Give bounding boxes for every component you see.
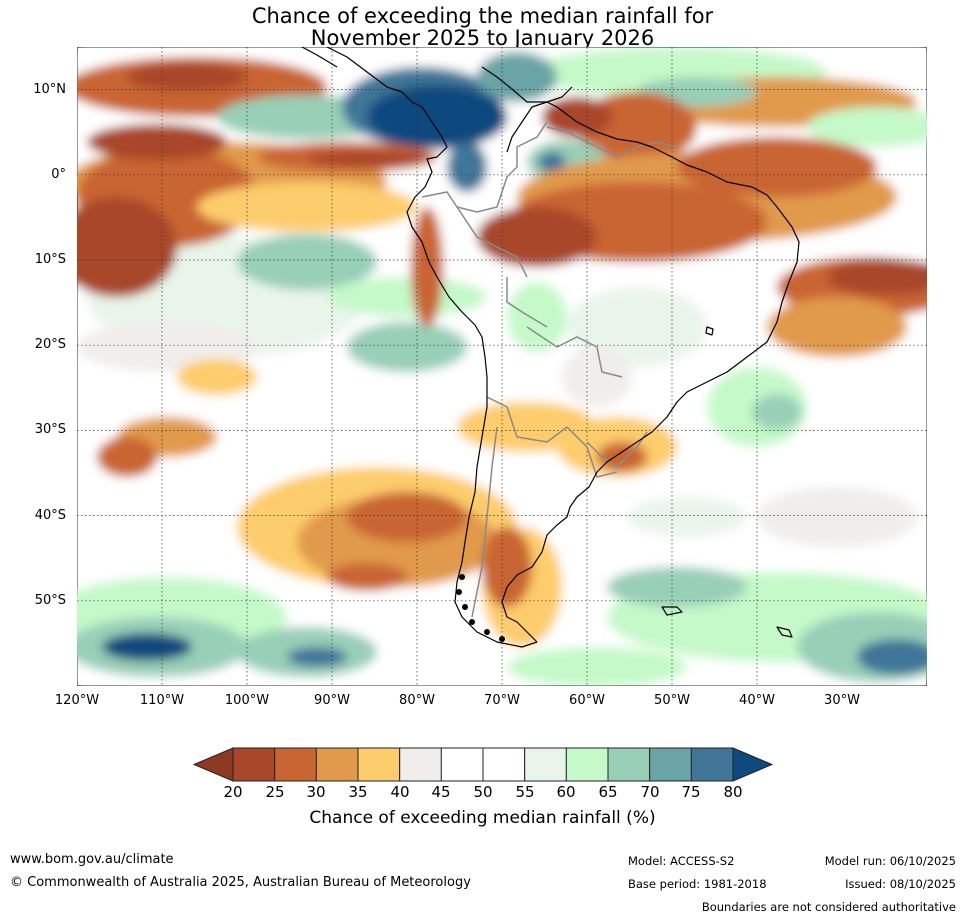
lon-label-120w: 120°W — [54, 693, 100, 708]
lat-label-10s: 10°S — [34, 252, 66, 267]
lat-label-20s: 20°S — [34, 337, 66, 352]
legend-tick-55: 55 — [515, 783, 535, 801]
footer-disclaimer: Boundaries are not considered authoritat… — [701, 900, 956, 914]
legend-bin-25-30 — [274, 747, 317, 782]
legend-tick-65: 65 — [598, 783, 618, 801]
legend-tick-25: 25 — [265, 783, 285, 801]
legend-tick-70: 70 — [640, 783, 660, 801]
legend-title: Chance of exceeding median rainfall (%) — [309, 808, 656, 828]
legend-bin-60-65 — [565, 747, 609, 782]
lon-label-70w: 70°W — [484, 693, 520, 708]
country-boundaries — [421, 121, 678, 618]
legend-tick-75: 75 — [681, 783, 701, 801]
footer-url: www.bom.gov.au/climate — [10, 852, 174, 867]
legend-bin-65-70 — [607, 747, 651, 782]
lat-label-10n: 10°N — [33, 82, 66, 97]
legend-tick-45: 45 — [431, 783, 451, 801]
lat-label-50s: 50°S — [34, 593, 66, 608]
legend-bin-45-50 — [440, 747, 484, 782]
lon-label-100w: 100°W — [224, 693, 270, 708]
legend-under-arrow — [192, 747, 234, 782]
legend-tick-50: 50 — [473, 783, 493, 801]
lat-label-40s: 40°S — [34, 508, 66, 523]
lon-label-90w: 90°W — [314, 693, 350, 708]
footer-model-run: Model run: 06/10/2025 — [824, 854, 956, 868]
footer-copyright: © Commonwealth of Australia 2025, Austra… — [10, 875, 471, 890]
legend-bin-55-60 — [524, 747, 567, 782]
legend-tick-60: 60 — [556, 783, 576, 801]
lat-label-30s: 30°S — [34, 422, 66, 437]
footer-issued: Issued: 08/10/2025 — [845, 877, 956, 891]
probability-field — [77, 47, 927, 686]
legend-bin-30-35 — [315, 747, 359, 782]
lon-label-110w: 110°W — [139, 693, 185, 708]
legend-tick-80: 80 — [723, 783, 743, 801]
legend-bin-20-25 — [232, 747, 276, 782]
legend-tick-35: 35 — [348, 783, 368, 801]
legend-bin-35-40 — [357, 747, 401, 782]
legend-tick-40: 40 — [390, 783, 410, 801]
chile-archipelago — [456, 574, 505, 642]
coastlines — [301, 47, 800, 648]
footer-base-period: Base period: 1981-2018 — [628, 877, 767, 891]
lon-label-30w: 30°W — [824, 693, 860, 708]
legend-bin-75-80 — [690, 747, 734, 782]
map-title-line-1: Chance of exceeding the median rainfall … — [251, 4, 714, 28]
legend-tick-20: 20 — [223, 783, 243, 801]
rainfall-probability-map — [77, 47, 927, 686]
legend-bin-70-75 — [649, 747, 692, 782]
color-legend-bar — [192, 747, 774, 782]
lon-label-60w: 60°W — [569, 693, 605, 708]
legend-over-arrow — [732, 747, 774, 782]
lon-label-50w: 50°W — [654, 693, 690, 708]
footer-model: Model: ACCESS-S2 — [628, 854, 735, 868]
legend-bin-50-55 — [482, 747, 526, 782]
map-title-line-2: November 2025 to January 2026 — [310, 26, 655, 50]
legend-bin-40-45 — [399, 747, 442, 782]
lon-label-80w: 80°W — [399, 693, 435, 708]
lon-label-40w: 40°W — [739, 693, 775, 708]
lat-label-0: 0° — [51, 167, 66, 182]
legend-tick-30: 30 — [306, 783, 326, 801]
